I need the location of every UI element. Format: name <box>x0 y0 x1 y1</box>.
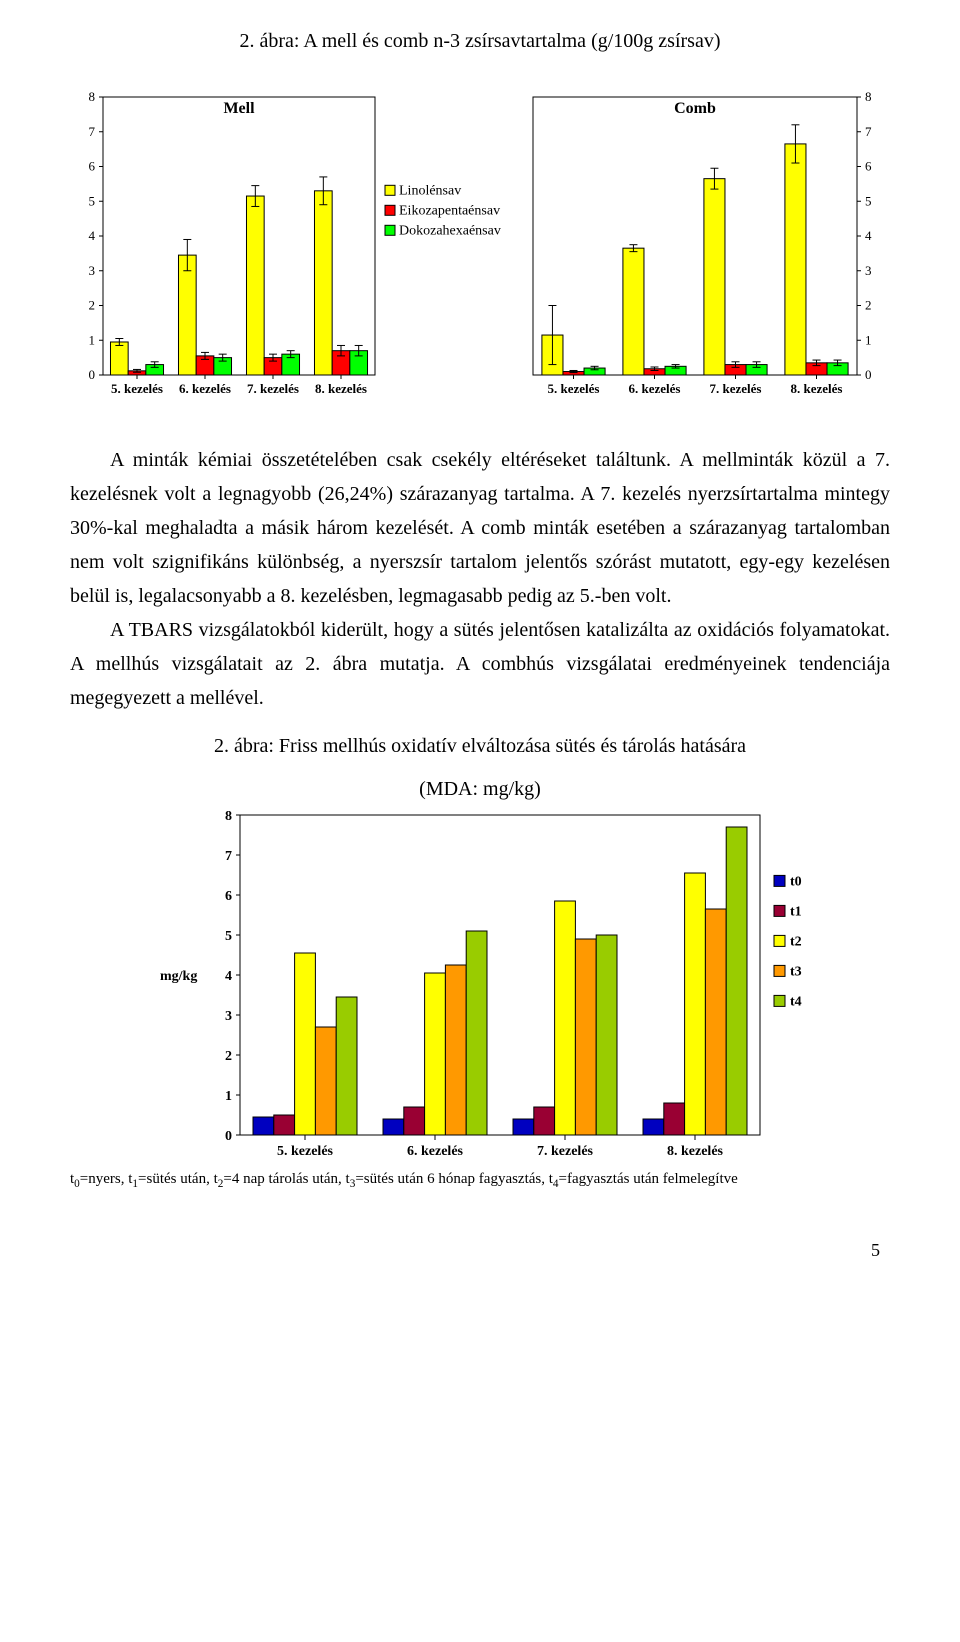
paragraph-1: A minták kémiai összetételében csak csek… <box>70 443 890 613</box>
page-number: 5 <box>60 1240 900 1261</box>
svg-text:2: 2 <box>89 298 96 313</box>
svg-text:1: 1 <box>225 1089 232 1104</box>
svg-text:3: 3 <box>225 1009 232 1024</box>
svg-text:4: 4 <box>225 969 232 984</box>
svg-text:5. kezelés: 5. kezelés <box>277 1144 334 1159</box>
svg-text:5: 5 <box>225 929 232 944</box>
svg-text:8. kezelés: 8. kezelés <box>791 381 843 396</box>
svg-text:Dokozahexaénsav: Dokozahexaénsav <box>399 223 501 238</box>
svg-text:8: 8 <box>865 89 872 104</box>
svg-text:t2: t2 <box>790 934 802 949</box>
svg-text:7. kezelés: 7. kezelés <box>710 381 762 396</box>
svg-text:8. kezelés: 8. kezelés <box>667 1144 724 1159</box>
svg-text:7: 7 <box>89 124 96 139</box>
svg-text:7: 7 <box>865 124 872 139</box>
svg-text:3: 3 <box>89 263 96 278</box>
svg-text:5. kezelés: 5. kezelés <box>548 381 600 396</box>
svg-text:7. kezelés: 7. kezelés <box>537 1144 594 1159</box>
svg-text:3: 3 <box>865 263 872 278</box>
svg-text:t4: t4 <box>790 994 802 1009</box>
figure1-panel-comb: 0 1 2 3 4 5 6 7 8 Comb 5. kezelés 6. kezelés 7. keze… <box>525 73 885 403</box>
svg-text:6. kezelés: 6. kezelés <box>629 381 681 396</box>
svg-text:5. kezelés: 5. kezelés <box>111 381 163 396</box>
svg-text:7: 7 <box>225 849 232 864</box>
svg-text:4: 4 <box>89 228 96 243</box>
svg-text:Mell: Mell <box>223 100 255 117</box>
figure2-title: 2. ábra: Friss mellhús oxidatív elváltoz… <box>60 735 900 758</box>
svg-text:mg/kg: mg/kg <box>160 969 197 984</box>
svg-text:0: 0 <box>225 1129 232 1144</box>
svg-text:7. kezelés: 7. kezelés <box>247 381 299 396</box>
svg-text:t0: t0 <box>790 874 802 889</box>
svg-text:8: 8 <box>89 89 96 104</box>
svg-text:1: 1 <box>865 332 872 347</box>
figure1-panel-mell: 0 1 2 3 4 5 6 7 8 Mell 5. kezelés 6. kezelés 7. keze… <box>75 73 515 403</box>
svg-text:2: 2 <box>865 298 872 313</box>
svg-text:t1: t1 <box>790 904 802 919</box>
svg-text:4: 4 <box>865 228 872 243</box>
svg-text:6. kezelés: 6. kezelés <box>407 1144 464 1159</box>
svg-text:8: 8 <box>225 809 232 824</box>
svg-text:5: 5 <box>865 193 872 208</box>
svg-text:Eikozapentaénsav: Eikozapentaénsav <box>399 203 500 218</box>
svg-text:t3: t3 <box>790 964 802 979</box>
figure1-panels: 0 1 2 3 4 5 6 7 8 Mell 5. kezelés 6. kezelés 7. keze… <box>60 73 900 403</box>
figure2-subtitle: (MDA: mg/kg) <box>60 778 900 801</box>
figure1-title: 2. ábra: A mell és comb n-3 zsírsavtarta… <box>60 30 900 53</box>
svg-text:6. kezelés: 6. kezelés <box>179 381 231 396</box>
svg-text:1: 1 <box>89 332 96 347</box>
figure2-container: mg/kg 0 1 2 3 4 5 6 7 8 5. kezelés 6. kezelés 7. kez… <box>60 805 900 1165</box>
svg-text:6: 6 <box>225 889 232 904</box>
svg-text:Linolénsav: Linolénsav <box>399 183 461 198</box>
figure2-footnote: t0=nyers, t1=sütés után, t2=4 nap tárolá… <box>70 1171 890 1190</box>
svg-text:6: 6 <box>89 159 96 174</box>
body-text: A minták kémiai összetételében csak csek… <box>70 443 890 715</box>
svg-text:6: 6 <box>865 159 872 174</box>
svg-text:8. kezelés: 8. kezelés <box>315 381 367 396</box>
svg-text:Comb: Comb <box>674 100 716 117</box>
svg-text:5: 5 <box>89 193 96 208</box>
svg-text:2: 2 <box>225 1049 232 1064</box>
svg-text:0: 0 <box>865 367 872 382</box>
paragraph-2: A TBARS vizsgálatokból kiderült, hogy a … <box>70 613 890 715</box>
svg-text:0: 0 <box>89 367 96 382</box>
